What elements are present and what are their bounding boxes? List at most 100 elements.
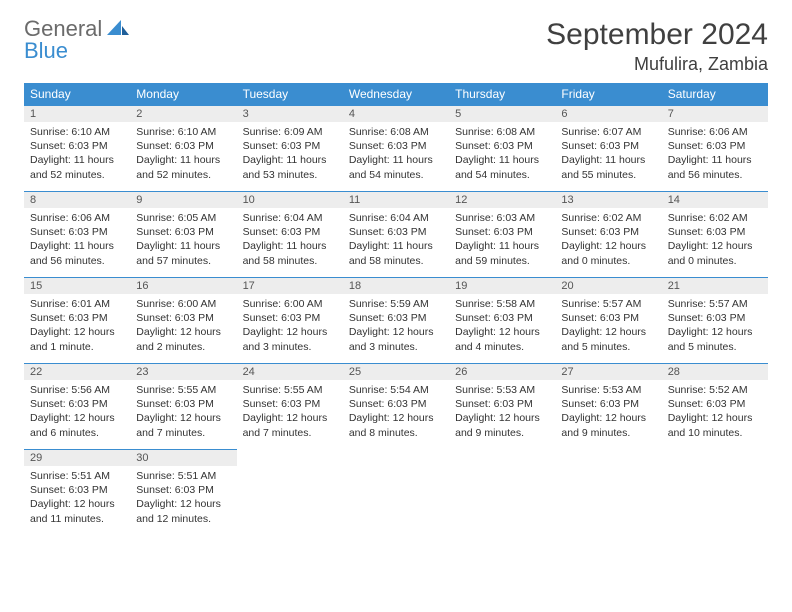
calendar-cell: [662, 449, 768, 535]
calendar-cell: 9Sunrise: 6:05 AMSunset: 6:03 PMDaylight…: [130, 191, 236, 277]
day-number: 30: [130, 449, 236, 466]
calendar-cell: 4Sunrise: 6:08 AMSunset: 6:03 PMDaylight…: [343, 105, 449, 191]
calendar-cell: 23Sunrise: 5:55 AMSunset: 6:03 PMDayligh…: [130, 363, 236, 449]
calendar-row: 1Sunrise: 6:10 AMSunset: 6:03 PMDaylight…: [24, 105, 768, 191]
day-number: 4: [343, 105, 449, 122]
logo-text-block: General Blue: [24, 18, 129, 62]
day-number: 23: [130, 363, 236, 380]
day-number: 11: [343, 191, 449, 208]
calendar-cell: 30Sunrise: 5:51 AMSunset: 6:03 PMDayligh…: [130, 449, 236, 535]
day-number: 19: [449, 277, 555, 294]
day-info: Sunrise: 5:51 AMSunset: 6:03 PMDaylight:…: [130, 466, 236, 528]
day-number: 3: [237, 105, 343, 122]
day-number: 25: [343, 363, 449, 380]
weekday-row: Sunday Monday Tuesday Wednesday Thursday…: [24, 83, 768, 105]
calendar-cell: 8Sunrise: 6:06 AMSunset: 6:03 PMDaylight…: [24, 191, 130, 277]
day-info: Sunrise: 6:02 AMSunset: 6:03 PMDaylight:…: [662, 208, 768, 270]
day-number: 8: [24, 191, 130, 208]
calendar-row: 29Sunrise: 5:51 AMSunset: 6:03 PMDayligh…: [24, 449, 768, 535]
day-info: Sunrise: 5:51 AMSunset: 6:03 PMDaylight:…: [24, 466, 130, 528]
calendar-cell: 3Sunrise: 6:09 AMSunset: 6:03 PMDaylight…: [237, 105, 343, 191]
day-info: Sunrise: 5:55 AMSunset: 6:03 PMDaylight:…: [237, 380, 343, 442]
calendar-cell: 20Sunrise: 5:57 AMSunset: 6:03 PMDayligh…: [555, 277, 661, 363]
day-number: 9: [130, 191, 236, 208]
calendar-cell: 7Sunrise: 6:06 AMSunset: 6:03 PMDaylight…: [662, 105, 768, 191]
weekday-header: Wednesday: [343, 83, 449, 105]
day-info: Sunrise: 6:01 AMSunset: 6:03 PMDaylight:…: [24, 294, 130, 356]
month-title: September 2024: [546, 18, 768, 52]
day-info: Sunrise: 6:04 AMSunset: 6:03 PMDaylight:…: [343, 208, 449, 270]
day-number: 6: [555, 105, 661, 122]
calendar-cell: 11Sunrise: 6:04 AMSunset: 6:03 PMDayligh…: [343, 191, 449, 277]
day-info: Sunrise: 5:52 AMSunset: 6:03 PMDaylight:…: [662, 380, 768, 442]
location: Mufulira, Zambia: [546, 54, 768, 75]
day-number: 10: [237, 191, 343, 208]
calendar-row: 22Sunrise: 5:56 AMSunset: 6:03 PMDayligh…: [24, 363, 768, 449]
calendar-cell: 2Sunrise: 6:10 AMSunset: 6:03 PMDaylight…: [130, 105, 236, 191]
day-info: Sunrise: 5:59 AMSunset: 6:03 PMDaylight:…: [343, 294, 449, 356]
calendar-cell: 18Sunrise: 5:59 AMSunset: 6:03 PMDayligh…: [343, 277, 449, 363]
calendar-cell: 22Sunrise: 5:56 AMSunset: 6:03 PMDayligh…: [24, 363, 130, 449]
day-info: Sunrise: 6:03 AMSunset: 6:03 PMDaylight:…: [449, 208, 555, 270]
day-number: 26: [449, 363, 555, 380]
day-info: Sunrise: 6:06 AMSunset: 6:03 PMDaylight:…: [662, 122, 768, 184]
day-info: Sunrise: 6:08 AMSunset: 6:03 PMDaylight:…: [343, 122, 449, 184]
weekday-header: Monday: [130, 83, 236, 105]
calendar-cell: 24Sunrise: 5:55 AMSunset: 6:03 PMDayligh…: [237, 363, 343, 449]
weekday-header: Friday: [555, 83, 661, 105]
calendar-cell: 15Sunrise: 6:01 AMSunset: 6:03 PMDayligh…: [24, 277, 130, 363]
calendar-cell: 28Sunrise: 5:52 AMSunset: 6:03 PMDayligh…: [662, 363, 768, 449]
calendar-cell: 10Sunrise: 6:04 AMSunset: 6:03 PMDayligh…: [237, 191, 343, 277]
day-number: 5: [449, 105, 555, 122]
day-info: Sunrise: 6:10 AMSunset: 6:03 PMDaylight:…: [24, 122, 130, 184]
day-number: 20: [555, 277, 661, 294]
day-info: Sunrise: 6:06 AMSunset: 6:03 PMDaylight:…: [24, 208, 130, 270]
day-info: Sunrise: 5:58 AMSunset: 6:03 PMDaylight:…: [449, 294, 555, 356]
day-number: 24: [237, 363, 343, 380]
day-number: 18: [343, 277, 449, 294]
day-number: 1: [24, 105, 130, 122]
day-number: 12: [449, 191, 555, 208]
weekday-header: Tuesday: [237, 83, 343, 105]
calendar-cell: [449, 449, 555, 535]
day-number: 16: [130, 277, 236, 294]
title-block: September 2024 Mufulira, Zambia: [546, 18, 768, 75]
day-info: Sunrise: 6:00 AMSunset: 6:03 PMDaylight:…: [237, 294, 343, 356]
calendar-cell: 17Sunrise: 6:00 AMSunset: 6:03 PMDayligh…: [237, 277, 343, 363]
day-number: 21: [662, 277, 768, 294]
calendar-cell: [555, 449, 661, 535]
weekday-header: Thursday: [449, 83, 555, 105]
day-info: Sunrise: 5:53 AMSunset: 6:03 PMDaylight:…: [449, 380, 555, 442]
day-info: Sunrise: 5:57 AMSunset: 6:03 PMDaylight:…: [662, 294, 768, 356]
logo: General Blue: [24, 18, 129, 62]
calendar-cell: 29Sunrise: 5:51 AMSunset: 6:03 PMDayligh…: [24, 449, 130, 535]
calendar-cell: 27Sunrise: 5:53 AMSunset: 6:03 PMDayligh…: [555, 363, 661, 449]
day-info: Sunrise: 6:09 AMSunset: 6:03 PMDaylight:…: [237, 122, 343, 184]
page-header: General Blue September 2024 Mufulira, Za…: [24, 18, 768, 75]
calendar-cell: 25Sunrise: 5:54 AMSunset: 6:03 PMDayligh…: [343, 363, 449, 449]
day-number: 2: [130, 105, 236, 122]
day-info: Sunrise: 5:54 AMSunset: 6:03 PMDaylight:…: [343, 380, 449, 442]
day-number: 14: [662, 191, 768, 208]
day-number: 29: [24, 449, 130, 466]
day-number: 13: [555, 191, 661, 208]
calendar-cell: [237, 449, 343, 535]
day-info: Sunrise: 6:00 AMSunset: 6:03 PMDaylight:…: [130, 294, 236, 356]
day-number: 22: [24, 363, 130, 380]
calendar-cell: 19Sunrise: 5:58 AMSunset: 6:03 PMDayligh…: [449, 277, 555, 363]
day-number: 17: [237, 277, 343, 294]
calendar-table: Sunday Monday Tuesday Wednesday Thursday…: [24, 83, 768, 535]
calendar-row: 8Sunrise: 6:06 AMSunset: 6:03 PMDaylight…: [24, 191, 768, 277]
day-info: Sunrise: 6:04 AMSunset: 6:03 PMDaylight:…: [237, 208, 343, 270]
calendar-cell: 14Sunrise: 6:02 AMSunset: 6:03 PMDayligh…: [662, 191, 768, 277]
logo-word-blue: Blue: [24, 40, 129, 62]
day-info: Sunrise: 5:53 AMSunset: 6:03 PMDaylight:…: [555, 380, 661, 442]
calendar-cell: 21Sunrise: 5:57 AMSunset: 6:03 PMDayligh…: [662, 277, 768, 363]
calendar-cell: 1Sunrise: 6:10 AMSunset: 6:03 PMDaylight…: [24, 105, 130, 191]
day-info: Sunrise: 6:02 AMSunset: 6:03 PMDaylight:…: [555, 208, 661, 270]
calendar-cell: 6Sunrise: 6:07 AMSunset: 6:03 PMDaylight…: [555, 105, 661, 191]
day-number: 27: [555, 363, 661, 380]
day-info: Sunrise: 5:55 AMSunset: 6:03 PMDaylight:…: [130, 380, 236, 442]
day-number: 28: [662, 363, 768, 380]
day-info: Sunrise: 6:07 AMSunset: 6:03 PMDaylight:…: [555, 122, 661, 184]
